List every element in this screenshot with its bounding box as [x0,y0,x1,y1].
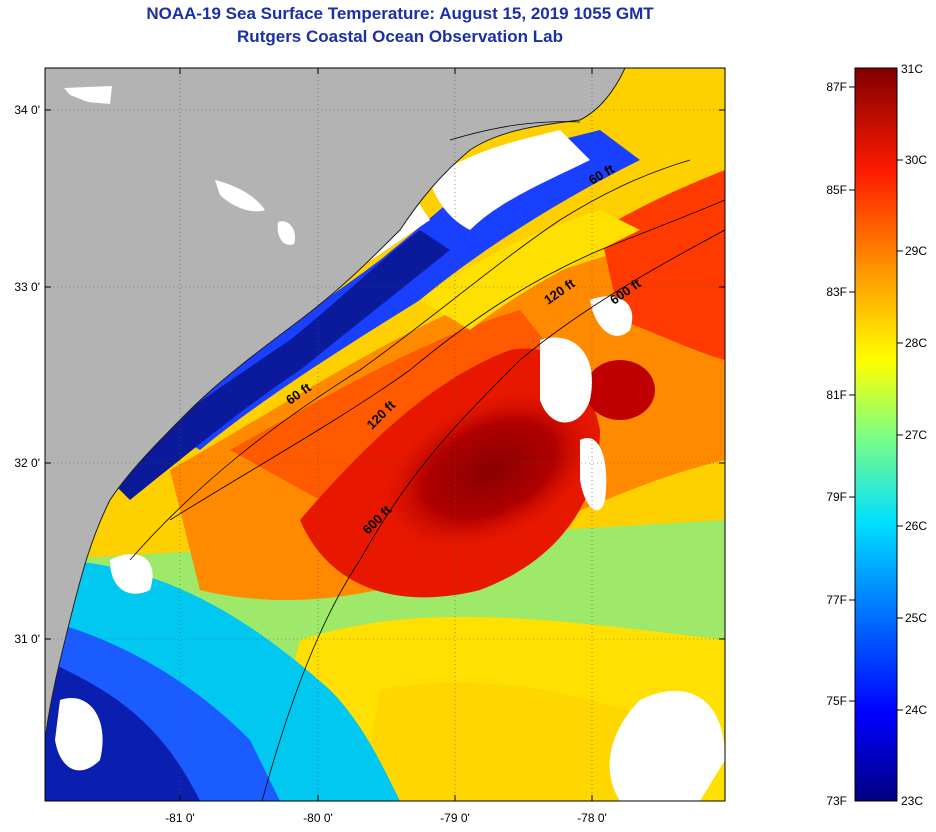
colorbar-c-label: 24C [905,703,927,717]
colorbar-c-label: 27C [905,428,927,442]
colorbar-f-label: 75F [826,694,847,708]
colorbar-f-label: 79F [826,490,847,504]
lat-tick-label: 32 0' [14,456,40,470]
colorbar-f-label: 83F [826,285,847,299]
lon-tick-label: -78 0' [577,811,607,825]
map-subtitle: Rutgers Coastal Ocean Observation Lab [237,27,563,46]
lon-tick-label: -79 0' [440,811,470,825]
lat-tick-label: 33 0' [14,280,40,294]
colorbar-c-label: 26C [905,519,927,533]
lon-tick-label: -81 0' [165,811,195,825]
map-title: NOAA-19 Sea Surface Temperature: August … [146,4,654,23]
colorbar-c-label: 25C [905,611,927,625]
colorbar-c-label: 31C [901,62,923,76]
map-frame [44,67,726,802]
colorbar-c-label: 28C [905,336,927,350]
colorbar-c-label: 30C [905,153,927,167]
lat-tick-label: 31 0' [14,632,40,646]
lat-tick-label: 34 0' [14,103,40,117]
colorbar [854,67,898,802]
colorbar-c-label: 29C [905,244,927,258]
colorbar-f-label: 85F [826,183,847,197]
colorbar-f-label: 77F [826,593,847,607]
colorbar-f-label: 81F [826,388,847,402]
colorbar-f-label: 87F [826,80,847,94]
lon-tick-label: -80 0' [303,811,333,825]
sst-field [45,68,725,801]
colorbar-f-label: 73F [826,794,847,808]
colorbar-c-label: 23C [901,794,923,808]
